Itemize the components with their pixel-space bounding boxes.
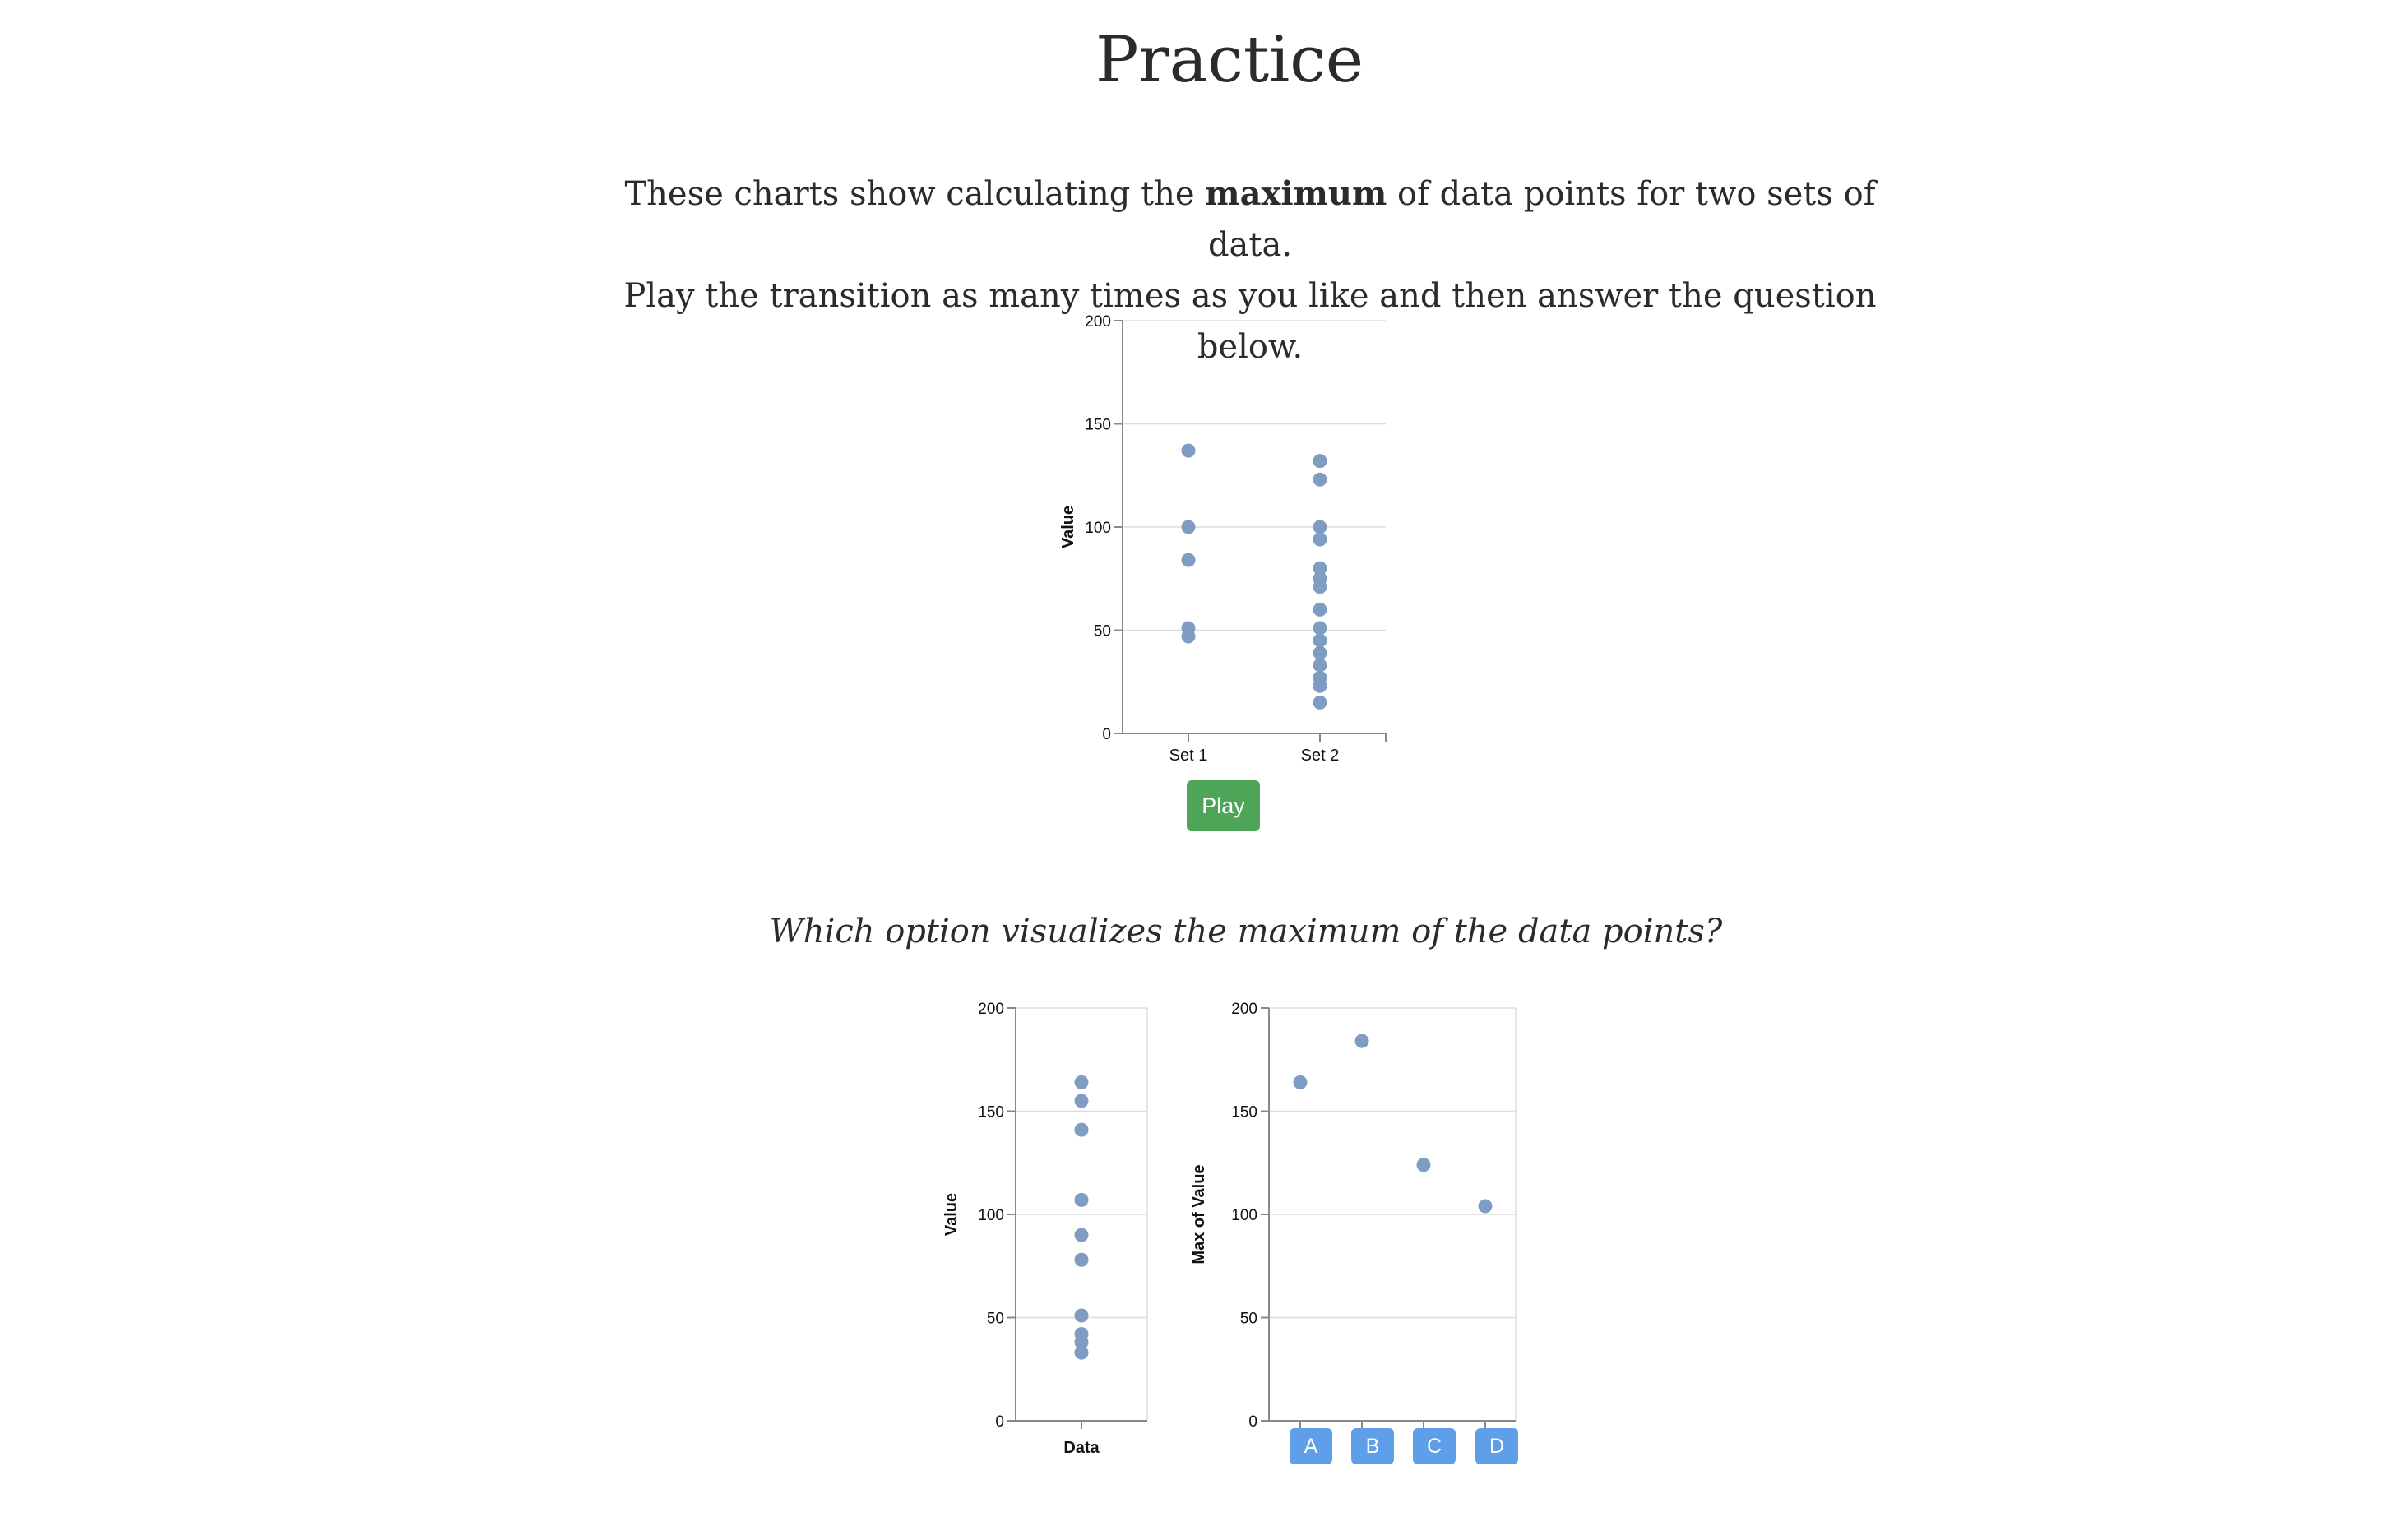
x-axis-title: Data bbox=[1063, 1439, 1100, 1457]
data-point bbox=[1074, 1345, 1089, 1360]
data-point bbox=[1313, 658, 1327, 673]
y-tick-label: 100 bbox=[1085, 520, 1111, 537]
data-point bbox=[1181, 443, 1196, 458]
data-point bbox=[1313, 645, 1327, 660]
data-point bbox=[1074, 1122, 1089, 1137]
max-options-chart: 0 50 100 150 200 Max of Value bbox=[1190, 1001, 1517, 1431]
data-point bbox=[1074, 1308, 1089, 1323]
data-point bbox=[1074, 1192, 1089, 1207]
data-point bbox=[1074, 1335, 1089, 1350]
y-axis-title: Max of Value bbox=[1190, 1164, 1208, 1264]
sets-scatter-chart: 0 50 100 150 200 Value Set 1 Set 2 bbox=[1059, 313, 1387, 765]
y-tick-label: 200 bbox=[978, 1001, 1004, 1018]
data-point bbox=[1074, 1228, 1089, 1242]
data-point bbox=[1313, 472, 1327, 487]
data-point bbox=[1313, 695, 1327, 710]
y-tick-label: 150 bbox=[978, 1104, 1004, 1121]
y-tick-label: 50 bbox=[1240, 1311, 1257, 1328]
data-point bbox=[1313, 633, 1327, 648]
data-point bbox=[1313, 454, 1327, 469]
data-point bbox=[1181, 629, 1196, 644]
data-point bbox=[1416, 1158, 1431, 1172]
x-tick-label: Set 1 bbox=[1169, 747, 1208, 765]
data-point bbox=[1293, 1075, 1308, 1089]
data-point bbox=[1313, 602, 1327, 617]
y-tick-label: 0 bbox=[1102, 726, 1111, 743]
play-button[interactable]: Play bbox=[1187, 780, 1260, 831]
data-point bbox=[1313, 520, 1327, 534]
intro-instruction: Play the transition as many times as you… bbox=[623, 277, 1877, 366]
y-tick-label: 150 bbox=[1231, 1104, 1257, 1121]
data-point bbox=[1181, 553, 1196, 567]
data-point bbox=[1478, 1199, 1493, 1214]
y-tick-label: 0 bbox=[995, 1413, 1004, 1431]
y-tick-label: 100 bbox=[1231, 1207, 1257, 1224]
option-c-button[interactable]: C bbox=[1413, 1428, 1456, 1464]
data-point bbox=[1354, 1034, 1369, 1048]
intro-text: These charts show calculating the maximu… bbox=[609, 169, 1892, 372]
question-text: Which option visualizes the maximum of t… bbox=[769, 913, 1723, 950]
option-a-button[interactable]: A bbox=[1290, 1428, 1332, 1464]
y-axis-title: Value bbox=[942, 1193, 961, 1236]
option-d-button[interactable]: D bbox=[1475, 1428, 1518, 1464]
y-tick-label: 0 bbox=[1248, 1413, 1257, 1431]
page-title: Practice bbox=[1095, 23, 1364, 97]
intro-text-start: These charts show calculating the bbox=[624, 175, 1206, 213]
y-tick-label: 200 bbox=[1085, 313, 1111, 331]
data-point bbox=[1313, 532, 1327, 547]
data-point bbox=[1074, 1094, 1089, 1108]
data-point bbox=[1074, 1075, 1089, 1089]
y-tick-label: 200 bbox=[1231, 1001, 1257, 1018]
data-point bbox=[1313, 580, 1327, 594]
intro-keyword: maximum bbox=[1205, 174, 1387, 213]
data-point bbox=[1181, 520, 1196, 534]
combined-data-chart: 0 50 100 150 200 Value Data bbox=[942, 1001, 1148, 1457]
option-b-button[interactable]: B bbox=[1351, 1428, 1394, 1464]
y-tick-label: 150 bbox=[1085, 417, 1111, 434]
data-point bbox=[1313, 621, 1327, 636]
data-point bbox=[1074, 1252, 1089, 1267]
y-tick-label: 100 bbox=[978, 1207, 1004, 1224]
y-tick-label: 50 bbox=[987, 1311, 1004, 1328]
x-tick-label: Set 2 bbox=[1301, 747, 1340, 765]
intro-text-end: of data points for two sets of data. bbox=[1207, 175, 1876, 264]
data-point bbox=[1313, 561, 1327, 576]
y-axis-title: Value bbox=[1059, 506, 1077, 548]
y-tick-label: 50 bbox=[1094, 623, 1111, 640]
data-point bbox=[1313, 678, 1327, 693]
